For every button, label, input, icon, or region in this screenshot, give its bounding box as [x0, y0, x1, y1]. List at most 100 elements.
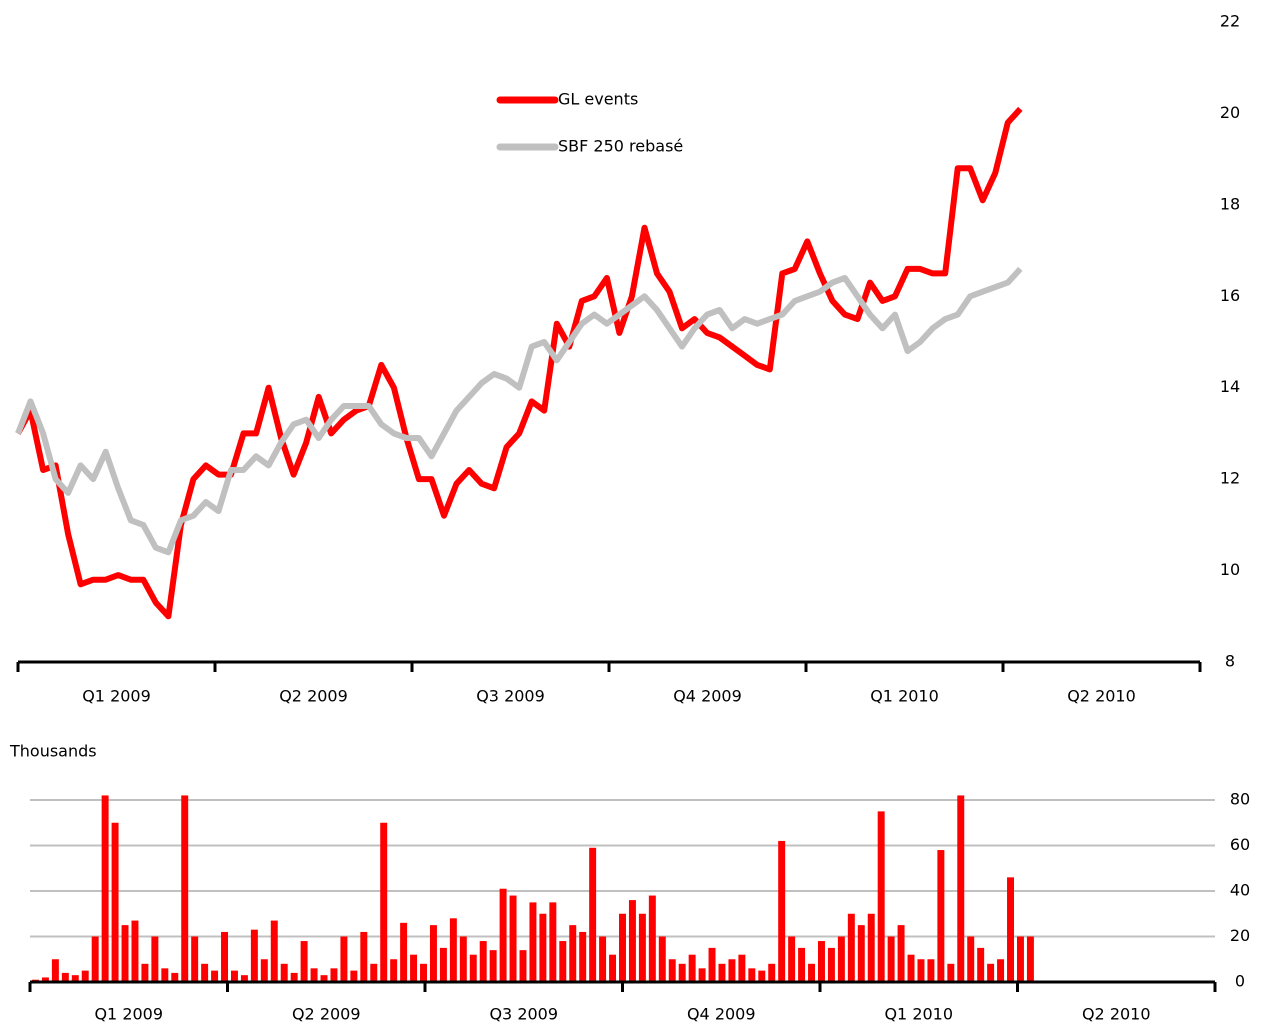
- bar: [221, 931, 229, 982]
- bar: [400, 922, 408, 982]
- x-tick-label: Q2 2010: [1067, 687, 1136, 706]
- y-tick-label: 40: [1230, 881, 1250, 900]
- bar: [51, 959, 59, 982]
- y-tick-label: 10: [1220, 560, 1240, 579]
- legend-label: GL events: [558, 90, 638, 109]
- bar: [867, 913, 875, 982]
- bar: [230, 970, 238, 982]
- bar: [857, 925, 865, 982]
- bar: [897, 925, 905, 982]
- bar: [648, 895, 656, 982]
- bar: [1026, 936, 1034, 982]
- bar: [539, 913, 547, 982]
- x-tick-label: Q2 2009: [279, 687, 348, 706]
- x-tick-label: Q4 2009: [687, 1005, 756, 1024]
- bar: [997, 959, 1005, 982]
- x-tick-label: Q2 2009: [292, 1005, 361, 1024]
- bar: [360, 931, 368, 982]
- bar: [678, 963, 686, 982]
- bar: [698, 968, 706, 982]
- bar: [887, 936, 895, 982]
- y-tick-label: 80: [1230, 790, 1250, 809]
- bar: [927, 959, 935, 982]
- bar: [270, 920, 278, 982]
- bar: [330, 968, 338, 982]
- bar: [250, 929, 258, 982]
- bar: [111, 822, 119, 982]
- legend-label: SBF 250 rebasé: [558, 137, 683, 156]
- bar: [71, 975, 79, 982]
- bar: [1007, 877, 1014, 982]
- bar: [619, 913, 626, 982]
- bar: [827, 947, 835, 982]
- bar: [489, 950, 497, 982]
- y-axis-label: Thousands: [9, 742, 97, 761]
- x-tick-label: Q3 2009: [489, 1005, 558, 1024]
- bar: [957, 795, 965, 982]
- bar: [350, 970, 358, 982]
- bar: [479, 941, 487, 982]
- y-tick-label: 60: [1230, 835, 1250, 854]
- bar: [260, 959, 268, 982]
- bar: [280, 963, 288, 982]
- bar: [171, 972, 179, 982]
- bar: [191, 936, 199, 982]
- bar: [1016, 936, 1024, 982]
- bar: [509, 895, 517, 982]
- bar: [370, 963, 378, 982]
- bar: [688, 954, 696, 982]
- bar: [609, 954, 617, 982]
- bar: [788, 936, 796, 982]
- y-tick-label: 14: [1220, 377, 1240, 396]
- bar: [837, 936, 845, 982]
- bar: [768, 963, 776, 982]
- bar: [61, 972, 69, 982]
- x-tick-label: Q4 2009: [673, 687, 742, 706]
- bar: [141, 963, 149, 982]
- y-tick-label: 16: [1220, 286, 1240, 305]
- bar: [668, 959, 676, 982]
- bar: [121, 925, 129, 982]
- y-tick-label: 20: [1230, 926, 1250, 945]
- bar: [81, 970, 89, 982]
- bar: [798, 947, 806, 982]
- bar: [758, 970, 766, 982]
- bar: [429, 925, 437, 982]
- bar: [778, 840, 786, 982]
- y-tick-label: 0: [1235, 972, 1245, 991]
- bar: [987, 963, 995, 982]
- series-line: [15, 106, 1023, 620]
- bar: [240, 975, 248, 982]
- bar: [628, 900, 636, 982]
- bar: [340, 936, 348, 982]
- bar: [947, 963, 955, 982]
- bar: [877, 811, 885, 982]
- x-tick-label: Q1 2009: [94, 1005, 163, 1024]
- bar: [569, 925, 577, 982]
- bar: [420, 963, 427, 982]
- bar: [290, 972, 298, 982]
- bar: [967, 936, 975, 982]
- y-tick-label: 8: [1225, 652, 1235, 671]
- bar: [708, 947, 716, 982]
- bar: [529, 902, 537, 982]
- x-tick-label: Q1 2010: [884, 1005, 953, 1024]
- bar: [201, 963, 209, 982]
- bar: [459, 936, 467, 982]
- bar: [808, 963, 816, 982]
- bar: [41, 977, 49, 982]
- bar: [300, 941, 308, 982]
- bar: [748, 968, 756, 982]
- bar: [847, 913, 855, 982]
- bar: [638, 913, 646, 982]
- bar: [320, 975, 328, 982]
- y-tick-label: 18: [1220, 194, 1240, 213]
- bar: [211, 970, 219, 982]
- bar: [131, 920, 139, 982]
- bar: [380, 822, 388, 982]
- bar: [101, 795, 109, 982]
- bar: [559, 941, 567, 982]
- bar: [181, 795, 189, 982]
- bar: [718, 963, 726, 982]
